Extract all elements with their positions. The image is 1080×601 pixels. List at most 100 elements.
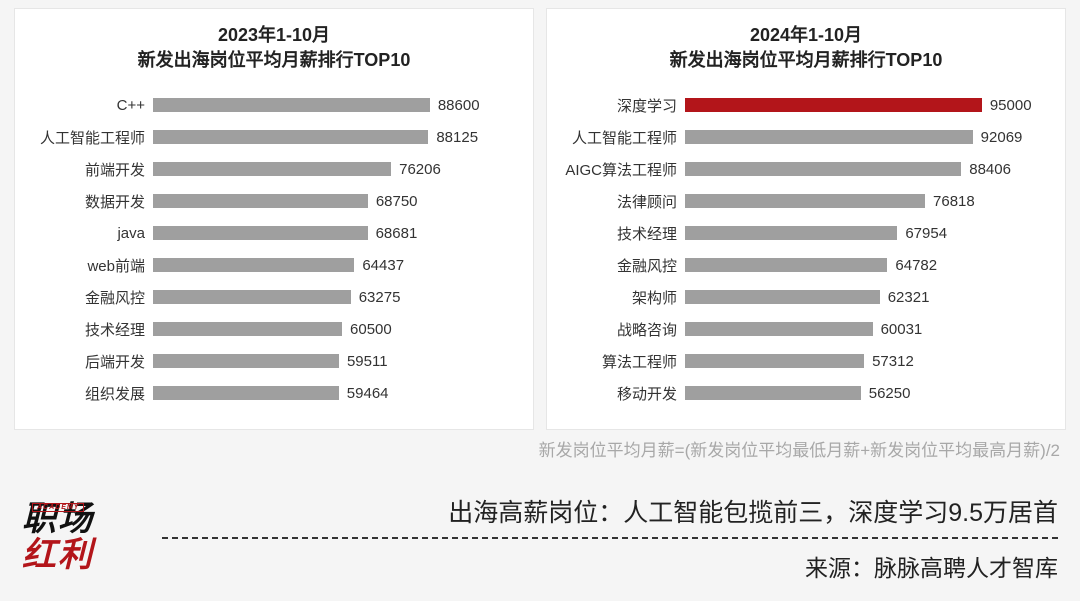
bar-row: AIGC算法工程师88406 — [565, 155, 1047, 183]
bar-row: 金融风控63275 — [33, 283, 515, 311]
source: 来源：脉脉高聘人才智库 — [162, 549, 1058, 583]
bar-track: 88125 — [153, 130, 515, 144]
bar-label: 数据开发 — [33, 191, 153, 212]
bar-track: 60500 — [153, 322, 515, 336]
bar-fill — [153, 386, 339, 400]
bar-fill — [153, 226, 368, 240]
bar-value: 68681 — [376, 225, 418, 242]
bar-label: 金融风控 — [565, 255, 685, 276]
bar-track: 59511 — [153, 354, 515, 368]
bar-value: 60031 — [881, 321, 923, 338]
bar-fill — [685, 386, 861, 400]
bar-track: 68750 — [153, 194, 515, 208]
bar-fill — [685, 258, 887, 272]
bar-value: 60500 — [350, 321, 392, 338]
bar-label: 法律顾问 — [565, 191, 685, 212]
bar-track: 76206 — [153, 162, 515, 176]
formula-note: 新发岗位平均月薪=(新发岗位平均最低月薪+新发岗位平均最高月薪)/2 — [0, 430, 1080, 461]
chart-title-left: 2023年1-10月 新发出海岗位平均月薪排行TOP10 — [33, 23, 515, 73]
bar-value: 88600 — [438, 97, 480, 114]
bar-value: 56250 — [869, 385, 911, 402]
bar-label: 架构师 — [565, 287, 685, 308]
bar-track: 59464 — [153, 386, 515, 400]
bar-fill — [685, 322, 873, 336]
bar-value: 88406 — [969, 161, 1011, 178]
bar-fill — [153, 98, 430, 112]
bar-row: 人工智能工程师 88125 — [33, 123, 515, 151]
bar-value: 67954 — [905, 225, 947, 242]
bar-value: 62321 — [888, 289, 930, 306]
bar-fill — [685, 130, 973, 144]
bar-fill — [153, 290, 351, 304]
bar-track: 95000 — [685, 98, 1047, 112]
bar-label: C++ — [33, 97, 153, 114]
chart-panel-2024: 2024年1-10月 新发出海岗位平均月薪排行TOP10 深度学习 95000 人工… — [546, 8, 1066, 430]
logo-bottom-text: 红利 — [22, 536, 94, 574]
bar-fill — [685, 98, 982, 112]
bar-value: 92069 — [981, 129, 1023, 146]
divider — [162, 537, 1058, 539]
bar-fill — [685, 194, 925, 208]
bar-label: 移动开发 — [565, 383, 685, 404]
bar-row: 数据开发68750 — [33, 187, 515, 215]
bar-label: 深度学习 — [565, 95, 685, 116]
bar-track: 76818 — [685, 194, 1047, 208]
bar-fill — [153, 162, 391, 176]
bar-value: 64437 — [362, 257, 404, 274]
bar-value: 88125 — [436, 129, 478, 146]
bars-container-right: 深度学习 95000 人工智能工程师 92069 AIGC算法工程师88406 法律顾问 7… — [565, 91, 1047, 407]
bar-label: web前端 — [33, 255, 153, 276]
bar-row: 后端开发59511 — [33, 347, 515, 375]
bar-label: 战略咨询 — [565, 319, 685, 340]
bar-value: 95000 — [990, 97, 1032, 114]
bar-row: 算法工程师57312 — [565, 347, 1047, 375]
bar-track: 63275 — [153, 290, 515, 304]
bar-track: 68681 — [153, 226, 515, 240]
footer-text: 出海高薪岗位：人工智能包揽前三，深度学习9.5万居首 来源：脉脉高聘人才智库 — [162, 493, 1058, 583]
bar-row: 法律顾问 76818 — [565, 187, 1047, 215]
bar-row: 组织发展59464 — [33, 379, 515, 407]
bar-row: 金融风控 64782 — [565, 251, 1047, 279]
logo-bottom: 红利 ACADEMY — [22, 538, 162, 574]
charts-row: 2023年1-10月 新发出海岗位平均月薪排行TOP10 C++ 88600 人工智… — [0, 0, 1080, 430]
bar-fill — [153, 258, 354, 272]
bar-fill — [685, 290, 880, 304]
chart-title-right: 2024年1-10月 新发出海岗位平均月薪排行TOP10 — [565, 23, 1047, 73]
bar-label: 技术经理 — [33, 319, 153, 340]
bar-label: 前端开发 — [33, 159, 153, 180]
bar-track: 57312 — [685, 354, 1047, 368]
bar-track: 88600 — [153, 98, 515, 112]
bar-value: 63275 — [359, 289, 401, 306]
bar-label: 组织发展 — [33, 383, 153, 404]
bar-fill — [685, 226, 897, 240]
bar-label: 后端开发 — [33, 351, 153, 372]
bar-fill — [685, 162, 961, 176]
bar-fill — [153, 130, 428, 144]
bar-row: 架构师 62321 — [565, 283, 1047, 311]
bar-track: 64437 — [153, 258, 515, 272]
bar-label: 技术经理 — [565, 223, 685, 244]
bar-row: 人工智能工程师 92069 — [565, 123, 1047, 151]
logo-block: 职场 红利 ACADEMY — [22, 502, 162, 573]
bar-row: 深度学习 95000 — [565, 91, 1047, 119]
bar-fill — [153, 322, 342, 336]
bar-label: 人工智能工程师 — [565, 127, 685, 148]
bar-fill — [153, 194, 368, 208]
bar-label: 人工智能工程师 — [33, 127, 153, 148]
bar-row: 技术经理 67954 — [565, 219, 1047, 247]
bar-row: 技术经理 60500 — [33, 315, 515, 343]
bar-track: 62321 — [685, 290, 1047, 304]
bar-row: java68681 — [33, 219, 515, 247]
logo-sub: ACADEMY — [32, 503, 84, 512]
bar-value: 76818 — [933, 193, 975, 210]
bar-track: 64782 — [685, 258, 1047, 272]
bar-fill — [685, 354, 864, 368]
chart-panel-2023: 2023年1-10月 新发出海岗位平均月薪排行TOP10 C++ 88600 人工智… — [14, 8, 534, 430]
bar-row: 前端开发76206 — [33, 155, 515, 183]
bar-fill — [153, 354, 339, 368]
bar-row: 战略咨询 60031 — [565, 315, 1047, 343]
bar-value: 64782 — [895, 257, 937, 274]
bar-label: 算法工程师 — [565, 351, 685, 372]
bar-row: C++ 88600 — [33, 91, 515, 119]
bars-container-left: C++ 88600 人工智能工程师 88125 前端开发76206 数据开发68750 ja… — [33, 91, 515, 407]
